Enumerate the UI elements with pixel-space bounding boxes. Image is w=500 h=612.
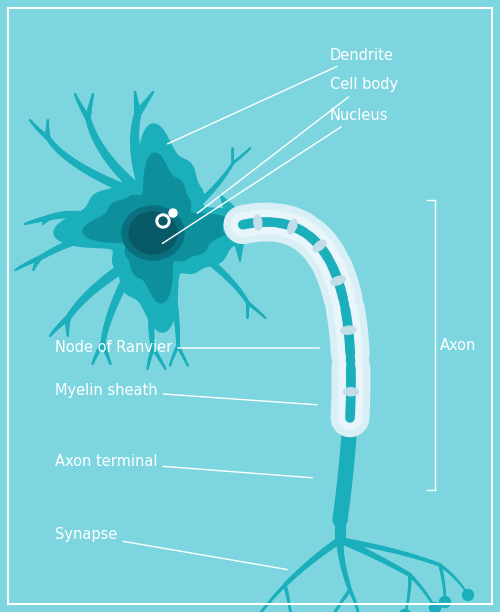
Circle shape bbox=[159, 217, 167, 225]
Text: Dendrite: Dendrite bbox=[168, 48, 394, 144]
Text: Node of Ranvier: Node of Ranvier bbox=[55, 340, 319, 356]
Ellipse shape bbox=[129, 212, 177, 254]
Text: Nucleus: Nucleus bbox=[162, 108, 388, 244]
Ellipse shape bbox=[268, 218, 283, 226]
Ellipse shape bbox=[340, 296, 348, 312]
Text: Myelin sheath: Myelin sheath bbox=[55, 382, 317, 405]
Circle shape bbox=[169, 209, 177, 217]
Ellipse shape bbox=[344, 388, 358, 396]
Circle shape bbox=[156, 214, 170, 228]
Ellipse shape bbox=[288, 219, 297, 234]
Ellipse shape bbox=[346, 353, 354, 368]
Ellipse shape bbox=[313, 240, 326, 252]
Ellipse shape bbox=[341, 326, 356, 334]
Ellipse shape bbox=[324, 254, 335, 269]
Circle shape bbox=[430, 602, 440, 612]
Circle shape bbox=[440, 597, 450, 608]
Ellipse shape bbox=[331, 276, 345, 285]
Text: Synapse: Synapse bbox=[55, 528, 288, 570]
Ellipse shape bbox=[300, 228, 314, 240]
Text: Cell body: Cell body bbox=[197, 78, 398, 214]
Polygon shape bbox=[83, 153, 233, 303]
Circle shape bbox=[400, 610, 410, 612]
Ellipse shape bbox=[122, 206, 184, 260]
Circle shape bbox=[462, 589, 473, 600]
Text: Axon: Axon bbox=[440, 337, 476, 353]
Ellipse shape bbox=[254, 215, 262, 230]
Polygon shape bbox=[220, 195, 247, 261]
Text: Axon terminal: Axon terminal bbox=[55, 455, 312, 478]
Polygon shape bbox=[54, 124, 262, 332]
